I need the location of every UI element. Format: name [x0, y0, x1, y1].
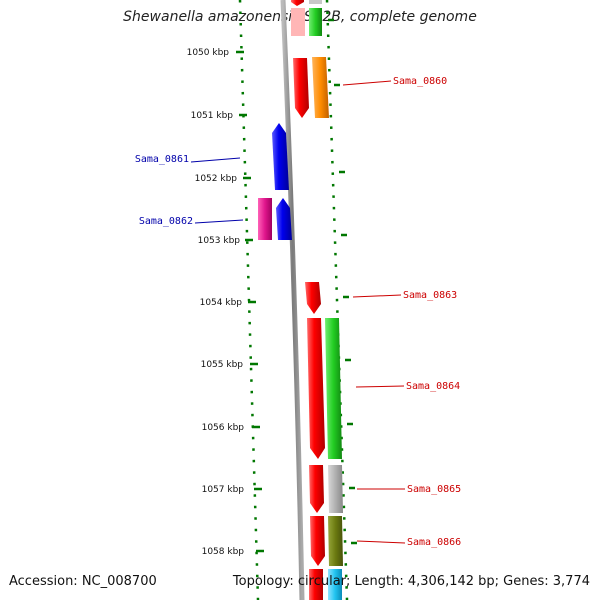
genome-backbone: [280, 0, 305, 600]
gene-sama-0865-cog: [328, 465, 343, 513]
gene-label-sama-0861[interactable]: Sama_0861: [135, 154, 189, 165]
tick-label-1050: 1050 kbp: [187, 48, 230, 58]
leader-sama-0860: [342, 80, 392, 86]
tick-label-1057: 1057 kbp: [202, 485, 245, 495]
leader-sama-0864: [355, 385, 405, 388]
tick-label-1053: 1053 kbp: [198, 236, 241, 246]
gene-label-sama-0865[interactable]: Sama_0865: [407, 484, 461, 495]
gene-label-sama-0866[interactable]: Sama_0866: [407, 537, 461, 548]
feature-bottom-cyan: [328, 569, 342, 600]
feature-top-pink: [291, 8, 305, 36]
gene-sama-0865-cds: [309, 465, 324, 513]
tick-label-1055: 1055 kbp: [201, 360, 244, 370]
tick-label-1051: 1051 kbp: [191, 111, 234, 121]
gene-sama-0860-cog: [312, 57, 329, 118]
gene-sama-0862-cog: [258, 198, 272, 240]
gene-sama-0864-cds: [307, 318, 325, 459]
leader-sama-0861: [190, 157, 241, 163]
leader-sama-0866: [356, 540, 406, 544]
tick-label-1054: 1054 kbp: [200, 298, 243, 308]
gene-sama-0866-cds: [310, 516, 325, 566]
feature-top-gray: [309, 0, 322, 4]
gene-sama-0860-cds: [293, 58, 309, 118]
tick-label-1056: 1056 kbp: [202, 423, 245, 433]
feature-top-green: [309, 8, 322, 36]
gene-label-sama-0864[interactable]: Sama_0864: [406, 381, 460, 392]
leader-sama-0863: [352, 294, 402, 298]
feature-top-red: [291, 0, 304, 6]
gene-sama-0866-cog: [328, 516, 343, 566]
dotted-ring-right: [325, 0, 349, 600]
tick-label-1052: 1052 kbp: [195, 174, 238, 184]
accession-label: Accession: NC_008700: [9, 574, 157, 589]
gene-label-sama-0863[interactable]: Sama_0863: [403, 290, 457, 301]
gene-sama-0862-cds: [276, 198, 292, 240]
genome-summary: Topology: circular; Length: 4,306,142 bp…: [232, 574, 590, 589]
feature-bottom-red: [309, 569, 323, 600]
gene-label-sama-0862[interactable]: Sama_0862: [139, 216, 193, 227]
tick-label-1058: 1058 kbp: [202, 547, 245, 557]
dotted-ring-left: [238, 0, 260, 600]
leader-sama-0862: [194, 219, 244, 224]
tick-marks: [236, 18, 357, 553]
gene-sama-0861-cds: [272, 123, 289, 190]
gene-label-sama-0860[interactable]: Sama_0860: [393, 76, 447, 87]
gene-sama-0863-cds: [305, 282, 321, 314]
gene-sama-0864-cog: [325, 318, 342, 459]
